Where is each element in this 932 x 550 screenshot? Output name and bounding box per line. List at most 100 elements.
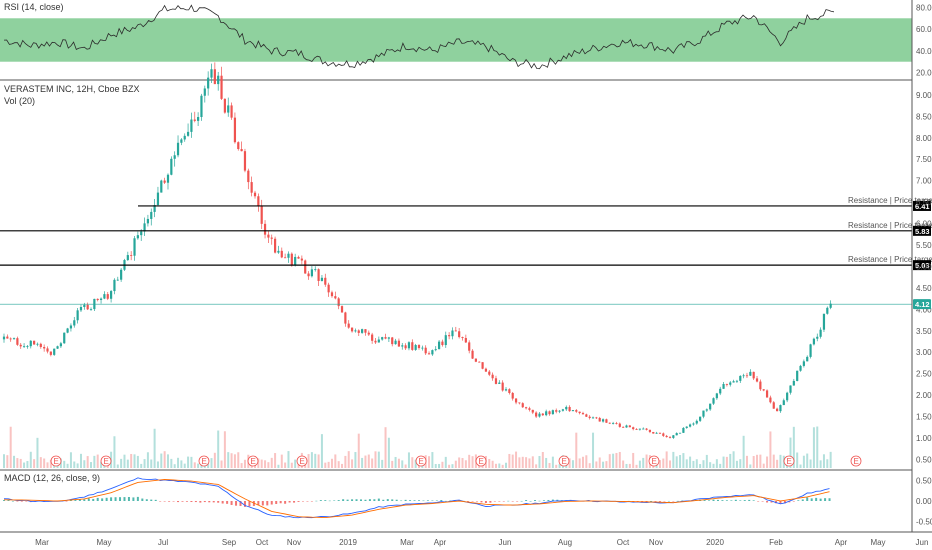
earnings-marker-label: E (479, 457, 484, 466)
macd-histogram-bar (493, 501, 496, 502)
macd-axis: 0.50 0.00 -0.50 (916, 476, 932, 526)
candle-body (126, 255, 129, 261)
earnings-marker[interactable] (247, 455, 259, 467)
candle-body (709, 403, 712, 410)
candle-body (19, 344, 22, 347)
macd-histogram-bar (444, 500, 447, 502)
volume-bar (796, 452, 799, 468)
volume-bar (277, 464, 280, 468)
volume-label: Vol (20) (4, 96, 35, 106)
current-price-tag: 4.12 (913, 299, 931, 310)
volume-bar (521, 456, 524, 468)
volume-bar (715, 459, 718, 468)
candle-body (36, 343, 39, 345)
candle-body (327, 284, 330, 293)
candle-body (391, 337, 394, 345)
macd-histogram-bar (110, 497, 113, 501)
candle-body (421, 347, 424, 349)
candle-body (652, 431, 655, 434)
macd-histogram-bar (154, 499, 157, 501)
macd-histogram-bar (337, 500, 340, 501)
candle-body (548, 411, 551, 415)
volume-bar (625, 463, 628, 468)
earnings-marker[interactable] (50, 455, 62, 467)
macd-histogram-bar (529, 500, 532, 502)
volume-bar (391, 460, 394, 468)
candle-body (16, 338, 19, 345)
earnings-marker-label: E (251, 457, 256, 466)
volume-bar (662, 458, 665, 468)
earnings-marker[interactable] (648, 455, 660, 467)
candle-body (223, 98, 226, 113)
price-tick-label: 7.00 (916, 177, 932, 186)
macd-histogram-bar (83, 499, 86, 501)
volume-bar (675, 456, 678, 468)
resistance-price-tag (913, 200, 931, 211)
volume-bar (90, 462, 93, 468)
candle-body (699, 416, 702, 421)
candle-body (39, 343, 42, 348)
candle-body (782, 400, 785, 406)
volume-bar (334, 454, 337, 468)
time-axis-label: Sep (222, 538, 237, 547)
earnings-marker[interactable] (475, 455, 487, 467)
candle-body (143, 223, 146, 232)
volume-bar (464, 460, 467, 468)
rsi-line (3, 4, 835, 70)
volume-bar (645, 454, 648, 468)
candle-body (26, 346, 29, 348)
macd-histogram-bar (502, 501, 505, 502)
earnings-marker[interactable] (100, 455, 112, 467)
volume-bar (76, 463, 79, 468)
volume-bar (193, 462, 196, 468)
candle-body (197, 117, 200, 121)
candle-body (722, 384, 725, 389)
volume-bar (327, 461, 330, 468)
earnings-marker[interactable] (198, 455, 210, 467)
resistance-price-tag-text: 5.03 (915, 261, 930, 270)
earnings-marker[interactable] (850, 455, 862, 467)
candle-body (2, 336, 6, 340)
volume-bar (769, 431, 772, 468)
macd-histogram-bar (676, 500, 679, 502)
earnings-marker[interactable] (558, 455, 570, 467)
candle-body (735, 380, 739, 382)
candle-body (83, 304, 86, 308)
candle-body (43, 347, 46, 349)
candle-body (585, 414, 588, 417)
candle-body (334, 296, 337, 299)
candle-body (414, 345, 417, 350)
volume-bar (525, 457, 528, 468)
volume-bar (822, 454, 825, 468)
macd-histogram-bar (346, 499, 349, 501)
volume-bar (146, 452, 149, 468)
macd-histogram-bar (78, 499, 81, 501)
candle-body (732, 381, 735, 383)
earnings-marker[interactable] (296, 455, 308, 467)
candle-body (176, 142, 180, 156)
macd-histogram-bar (641, 501, 644, 502)
candle-body (69, 325, 73, 329)
candle-body (247, 170, 250, 183)
volume-bar (173, 464, 176, 468)
candle-body (53, 348, 56, 355)
earnings-marker[interactable] (415, 455, 427, 467)
resistance-lines: Resistance | Price target6.41Resistance … (0, 196, 932, 271)
candle-body (374, 340, 377, 343)
volume-bar (153, 428, 156, 468)
candle-body (755, 378, 759, 382)
candle-body (116, 279, 119, 281)
volume-bar (756, 454, 759, 468)
macd-histogram-bar (279, 501, 282, 504)
macd-histogram-bar (516, 501, 519, 502)
volume-bar (411, 457, 414, 468)
earnings-marker[interactable] (783, 455, 795, 467)
volume-bar (29, 451, 32, 468)
volume-bar (776, 459, 779, 468)
volume-bar (578, 458, 581, 468)
volume-bar (638, 460, 641, 468)
macd-histogram-bar (275, 501, 278, 504)
macd-pane: MACD (12, 26, close, 9) 0.50 0.00 -0.50 (3, 473, 932, 527)
candle-body (685, 426, 688, 428)
volume-bar (180, 460, 183, 468)
